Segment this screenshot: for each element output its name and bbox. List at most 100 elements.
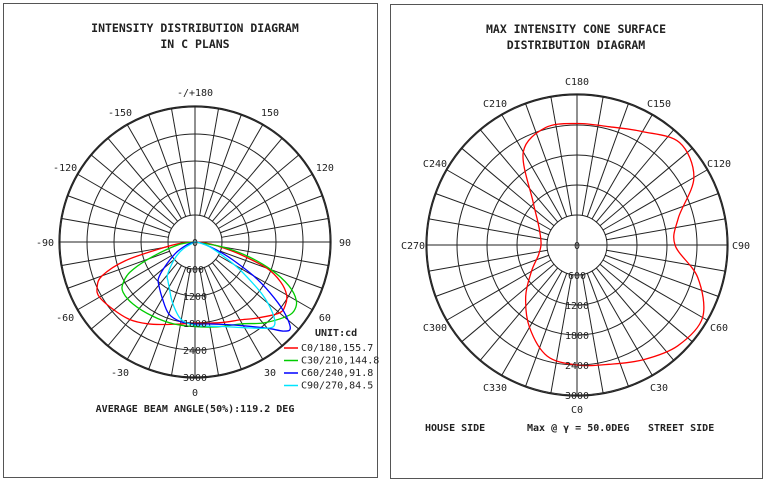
angle-tick-label: C270 — [401, 241, 425, 252]
grid-spoke — [606, 249, 726, 272]
angle-tick-label: C210 — [483, 99, 507, 110]
grid-spoke — [586, 273, 630, 388]
grid-spoke — [479, 129, 559, 223]
grid-spoke — [599, 263, 693, 343]
grid-spoke — [550, 274, 573, 394]
grid-spoke — [126, 123, 182, 219]
grid-spoke — [586, 102, 630, 217]
radial-tick-label: 600 — [186, 265, 204, 276]
grid-spoke — [199, 107, 220, 216]
grid-spoke — [428, 249, 548, 272]
grid-spoke — [595, 129, 675, 223]
series-curve-0 — [522, 122, 705, 367]
angle-tick-label: C60 — [710, 323, 728, 334]
radial-tick-label: 0 — [192, 238, 198, 249]
grid-spoke — [461, 147, 555, 227]
angle-tick-label: -30 — [111, 368, 129, 379]
grid-spoke — [606, 218, 726, 241]
grid-spoke — [501, 113, 563, 220]
radial-tick-label: 600 — [568, 271, 586, 282]
grid-spoke — [581, 274, 604, 394]
radial-tick-label: 3000 — [183, 373, 207, 384]
grid-spoke — [60, 246, 169, 267]
chart-title-line2: IN C PLANS — [160, 37, 229, 51]
grid-spoke — [215, 154, 300, 226]
legend-entry: C30/210,144.8 — [301, 356, 379, 367]
grid-spoke — [434, 192, 549, 236]
radial-tick-label: 2400 — [565, 361, 589, 372]
angle-tick-label: 120 — [316, 163, 334, 174]
grid-spoke — [428, 218, 548, 241]
angle-tick-label: 150 — [261, 108, 279, 119]
grid-spoke — [208, 265, 264, 361]
grid-spoke — [211, 262, 283, 347]
grid-spoke — [211, 137, 283, 222]
radial-tick-label: 1200 — [183, 292, 207, 303]
angle-tick-label: 60 — [319, 313, 331, 324]
intensity-distribution-chart: INTENSITY DISTRIBUTION DIAGRAM IN C PLAN… — [36, 21, 379, 415]
beam-angle-text: AVERAGE BEAM ANGLE(50%):119.2 DEG — [96, 404, 295, 415]
radial-tick-label: 1800 — [183, 319, 207, 330]
cone-surface-chart: MAX INTENSITY CONE SURFACE DISTRIBUTION … — [401, 22, 750, 434]
grid-spoke — [199, 268, 220, 377]
grid-spoke — [550, 96, 573, 216]
grid-spoke — [67, 195, 170, 234]
angle-tick-label: -90 — [36, 238, 54, 249]
grid-spoke — [602, 259, 709, 321]
grid-spoke — [595, 267, 675, 361]
radial-tick-label: 2400 — [183, 346, 207, 357]
grid-spoke — [605, 192, 720, 236]
grid-spoke — [90, 258, 175, 330]
angle-tick-label: C240 — [423, 159, 447, 170]
legend-entry: C0/180,155.7 — [301, 343, 373, 354]
grid-spoke — [524, 102, 568, 217]
grid-spoke — [90, 154, 175, 226]
chart-title-line1: INTENSITY DISTRIBUTION DIAGRAM — [91, 21, 299, 35]
grid-spoke — [445, 169, 552, 231]
grid-spoke — [602, 169, 709, 231]
street-side-label: STREET SIDE — [648, 423, 714, 434]
grid-spoke — [605, 254, 720, 298]
grid-spoke — [218, 173, 314, 229]
grid-spoke — [445, 259, 552, 321]
grid-spoke — [581, 96, 604, 216]
grid-spoke — [215, 258, 300, 330]
grid-spoke — [203, 114, 242, 217]
angle-tick-label: -60 — [56, 313, 74, 324]
grid-spoke — [67, 250, 170, 289]
series-curve-2 — [157, 241, 291, 332]
legend-entry: C60/240,91.8 — [301, 368, 373, 379]
angle-tick-label: C90 — [732, 241, 750, 252]
angle-tick-label: 90 — [339, 238, 351, 249]
angle-tick-label: 30 — [264, 368, 276, 379]
legend-entry: C90/270,84.5 — [301, 381, 373, 392]
angle-tick-label: -/+180 — [177, 88, 213, 99]
grid-spoke — [461, 263, 555, 343]
grid-spoke — [148, 267, 187, 370]
series-curve-1 — [121, 241, 298, 328]
unit-label: UNIT:cd — [315, 328, 357, 339]
grid-spoke — [107, 262, 179, 347]
cone-surface-panel: MAX INTENSITY CONE SURFACE DISTRIBUTION … — [390, 4, 763, 479]
chart-title-line1: MAX INTENSITY CONE SURFACE — [486, 22, 666, 36]
angle-tick-label: -120 — [53, 163, 77, 174]
series-curve-0 — [96, 241, 288, 326]
angle-tick-label: -150 — [108, 108, 132, 119]
grid-spoke — [501, 270, 563, 377]
grid-spoke — [170, 107, 191, 216]
radial-tick-label: 0 — [574, 241, 580, 252]
grid-spoke — [148, 114, 187, 217]
grid-spoke — [76, 173, 172, 229]
intensity-distribution-panel: INTENSITY DISTRIBUTION DIAGRAM IN C PLAN… — [3, 3, 379, 478]
grid-spoke — [591, 270, 653, 377]
grid-spoke — [591, 113, 653, 220]
series-curve-3 — [166, 241, 276, 330]
angle-tick-label: C180 — [565, 77, 589, 88]
angle-tick-label: C300 — [423, 323, 447, 334]
angle-tick-label: C330 — [483, 383, 507, 394]
grid-spoke — [76, 255, 172, 311]
house-side-label: HOUSE SIDE — [425, 423, 485, 434]
grid-spoke — [60, 217, 169, 238]
grid-spoke — [434, 254, 549, 298]
